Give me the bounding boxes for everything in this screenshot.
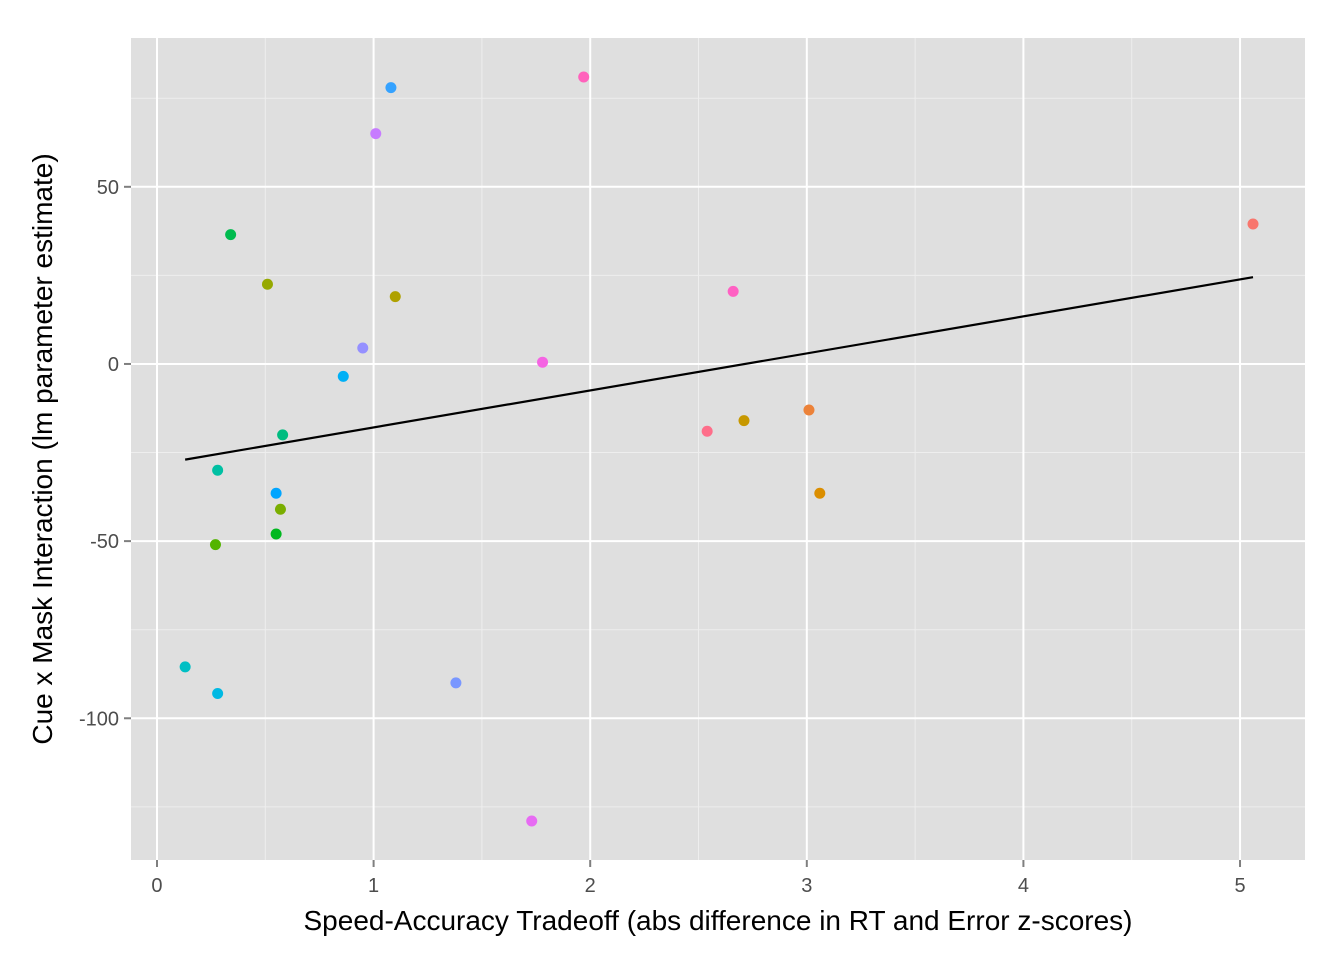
regression-line-layer [184,276,1254,461]
data-point [1247,218,1259,230]
y-axis-title: Cue x Mask Interaction (lm parameter est… [27,153,58,744]
x-tick-label: 4 [1018,875,1029,897]
y-tick-label: 50 [97,177,119,199]
data-point [225,229,237,241]
x-tick-labels: 0 1 2 3 4 5 [151,875,1245,897]
data-point [357,342,369,354]
data-point [814,487,826,499]
minor-gridlines [131,38,1305,860]
data-point [578,71,590,83]
data-point [337,370,349,382]
x-tick-label: 5 [1234,875,1245,897]
data-point [526,815,538,827]
data-point [370,128,382,140]
x-axis-title: Speed-Accuracy Tradeoff (abs difference … [304,905,1133,936]
data-point [389,291,401,303]
y-tick-label: -50 [90,531,119,553]
regression-line [184,276,1254,461]
x-tick-label: 3 [801,875,812,897]
data-point [209,539,221,551]
plot-panel [131,38,1305,860]
data-point [212,464,224,476]
data-point [385,82,397,94]
y-tick-label: 0 [108,354,119,376]
data-point [277,429,289,441]
axis-ticks [124,185,1242,867]
major-gridlines [131,38,1305,860]
data-point [738,415,750,427]
data-point [212,687,224,699]
y-tick-label: -100 [79,708,119,730]
y-tick-labels: -100 -50 0 50 [79,177,119,730]
x-tick-label: 1 [368,875,379,897]
data-point [450,677,462,689]
x-tick-label: 2 [585,875,596,897]
data-points [179,71,1259,827]
data-point [179,661,191,673]
data-point [537,356,549,368]
x-tick-label: 0 [151,875,162,897]
data-point [270,528,282,540]
data-point [803,404,815,416]
data-point [727,285,739,297]
data-point [270,487,282,499]
data-point [274,503,286,515]
data-point [701,425,713,437]
data-point [261,278,273,290]
